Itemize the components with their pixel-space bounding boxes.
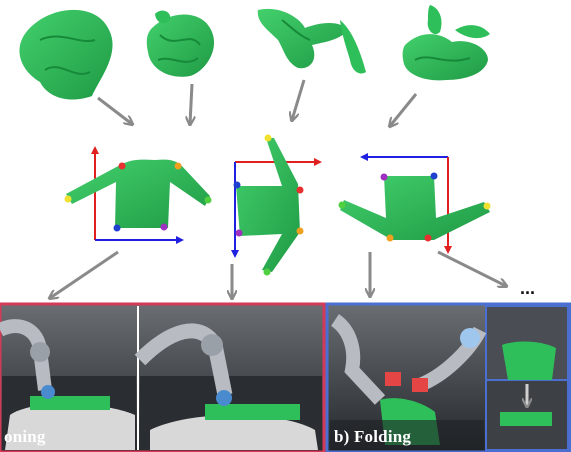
continuation-ellipsis: ... <box>520 278 536 298</box>
ironing-panel <box>0 302 326 452</box>
crumpled-shirt-1 <box>19 9 113 100</box>
canonical-shirt-inverted <box>338 153 491 254</box>
crumpled-shirt-2 <box>146 10 215 77</box>
crumpled-to-canonical-arrows <box>97 79 418 126</box>
canonical-shirt-flat <box>64 146 212 244</box>
canonical-shirt-rotated <box>231 134 322 276</box>
ironing-panel-label: oning <box>4 427 46 446</box>
canonical-to-task-arrows <box>50 250 506 298</box>
crumpled-shirt-4 <box>402 5 490 81</box>
folding-panel-label: b) Folding <box>334 427 412 446</box>
folding-panel <box>325 302 571 452</box>
crumpled-shirt-3 <box>257 8 366 74</box>
